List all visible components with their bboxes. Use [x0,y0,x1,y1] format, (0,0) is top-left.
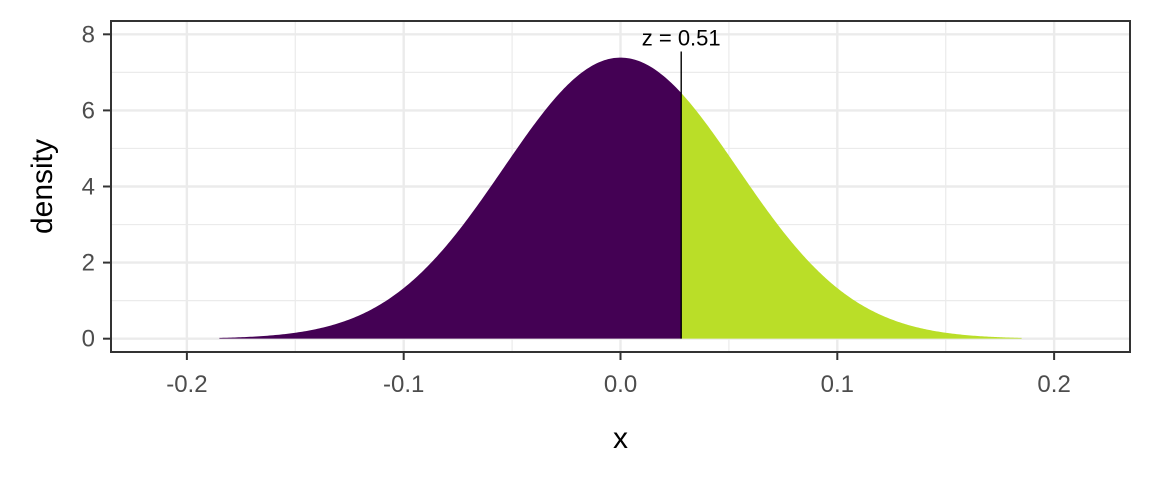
x-tick-label: -0.1 [383,371,424,398]
y-tick-label: 0 [82,326,95,353]
y-tick-label: 8 [82,21,95,48]
y-axis-title: density [26,139,59,234]
density-area-below-cutoff [219,57,682,339]
z-annotation: z = 0.51 [642,26,721,51]
x-tick-label: 0.1 [821,371,854,398]
y-tick-label: 2 [82,250,95,277]
y-tick-label: 4 [82,174,95,201]
x-tick-label: 0.0 [604,371,637,398]
x-tick-label: -0.2 [166,371,207,398]
density-area-above-cutoff [681,92,1022,339]
x-axis-ticks: -0.2 -0.1 0.0 0.1 0.2 [166,352,1071,398]
x-axis-title: x [613,422,628,455]
y-axis-ticks: 0 2 4 6 8 [82,21,111,353]
y-tick-label: 6 [82,97,95,124]
x-tick-label: 0.2 [1037,371,1070,398]
